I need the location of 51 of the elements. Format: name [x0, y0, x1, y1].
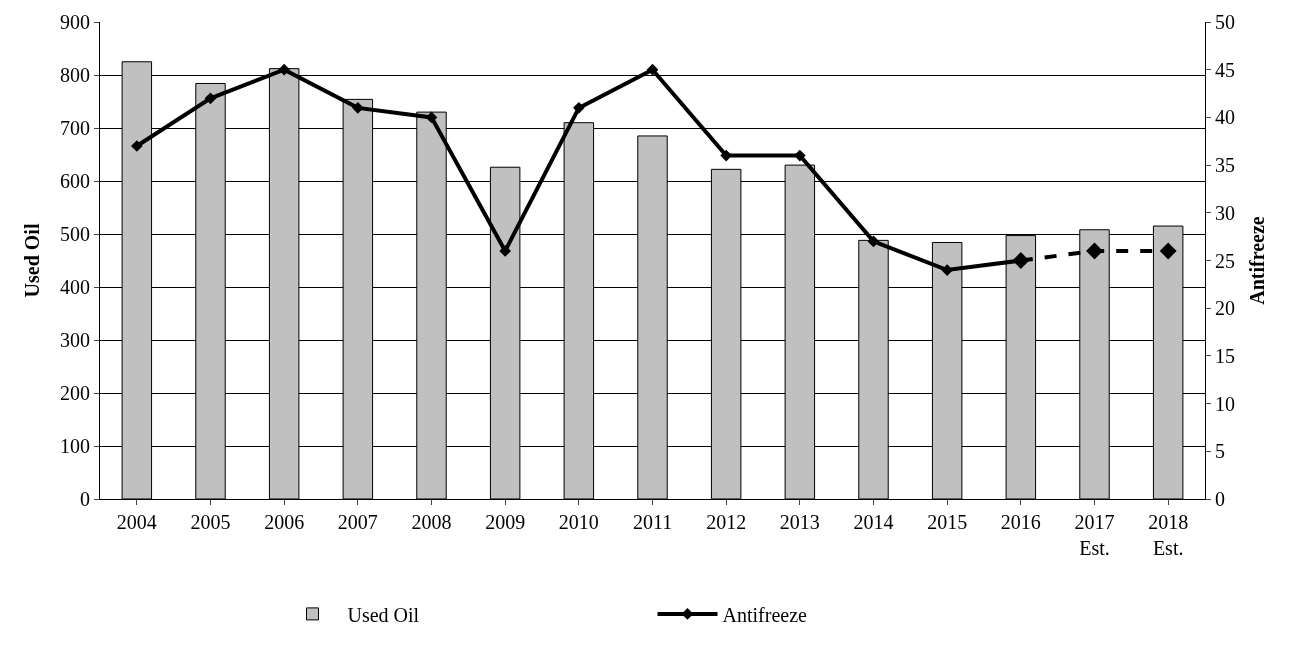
legend-label: Used Oil: [347, 603, 420, 626]
x-tick-label: 2018 Est.: [1148, 511, 1189, 559]
x-tick-label: 2017 Est.: [1074, 511, 1115, 559]
y-tick-label: 800: [60, 64, 90, 86]
x-tick-label: 2008: [411, 511, 452, 533]
point: [278, 63, 291, 76]
y2-tick-label: 15: [1215, 344, 1235, 367]
y-axis-title: Used Oil: [20, 223, 43, 298]
y2-tick-label: 50: [1215, 11, 1235, 33]
point: [425, 111, 438, 124]
y-tick-label: 700: [60, 117, 90, 139]
y-tick-label: 500: [60, 223, 90, 245]
y-tick-label: 200: [60, 382, 90, 404]
x-tick-label: 2010: [558, 511, 599, 533]
x-tick-label: 2004: [116, 511, 157, 533]
x-tick-label: 2015: [927, 511, 968, 533]
x-tick-label: 2005: [190, 511, 231, 533]
y2-tick-label: 40: [1215, 106, 1235, 129]
x-tick-label: 2011: [632, 511, 673, 533]
y2-tick-label: 0: [1215, 488, 1225, 510]
x-tick-label: 2007: [337, 511, 378, 533]
point: [130, 140, 143, 152]
x-tick-label: 2012: [706, 511, 747, 533]
y-tick-label: 0: [80, 488, 90, 510]
point: [867, 235, 880, 248]
y2-tick-label: 20: [1215, 297, 1235, 320]
y2-tick-label: 35: [1215, 154, 1235, 177]
y2-tick-label: 30: [1215, 201, 1235, 224]
y2-tick-label: 25: [1215, 249, 1235, 272]
y2-axis-title: Antifreeze: [1245, 216, 1268, 305]
x-tick-label: 2006: [264, 511, 305, 533]
x-tick-label: 2016: [1000, 511, 1041, 533]
y-tick-label: 600: [60, 170, 90, 192]
y-tick-label: 900: [60, 11, 90, 33]
point: [351, 102, 364, 114]
y-tick-label: 100: [60, 435, 90, 457]
x-tick-label: 2014: [853, 511, 894, 533]
x-tick-label: 2009: [485, 511, 526, 533]
y2-tick-label: 10: [1215, 392, 1235, 415]
legend-label: Antifreeze: [722, 603, 808, 626]
point: [1159, 242, 1177, 260]
y2-tick-label: 5: [1215, 440, 1225, 463]
point: [499, 245, 512, 257]
x-tick-label: 2013: [779, 511, 820, 533]
y-tick-label: 300: [60, 329, 90, 351]
point: [1086, 242, 1103, 260]
point: [572, 102, 585, 114]
point: [204, 92, 217, 105]
point: [646, 63, 659, 76]
y-tick-label: 400: [60, 276, 90, 298]
y2-tick-label: 45: [1215, 58, 1235, 81]
